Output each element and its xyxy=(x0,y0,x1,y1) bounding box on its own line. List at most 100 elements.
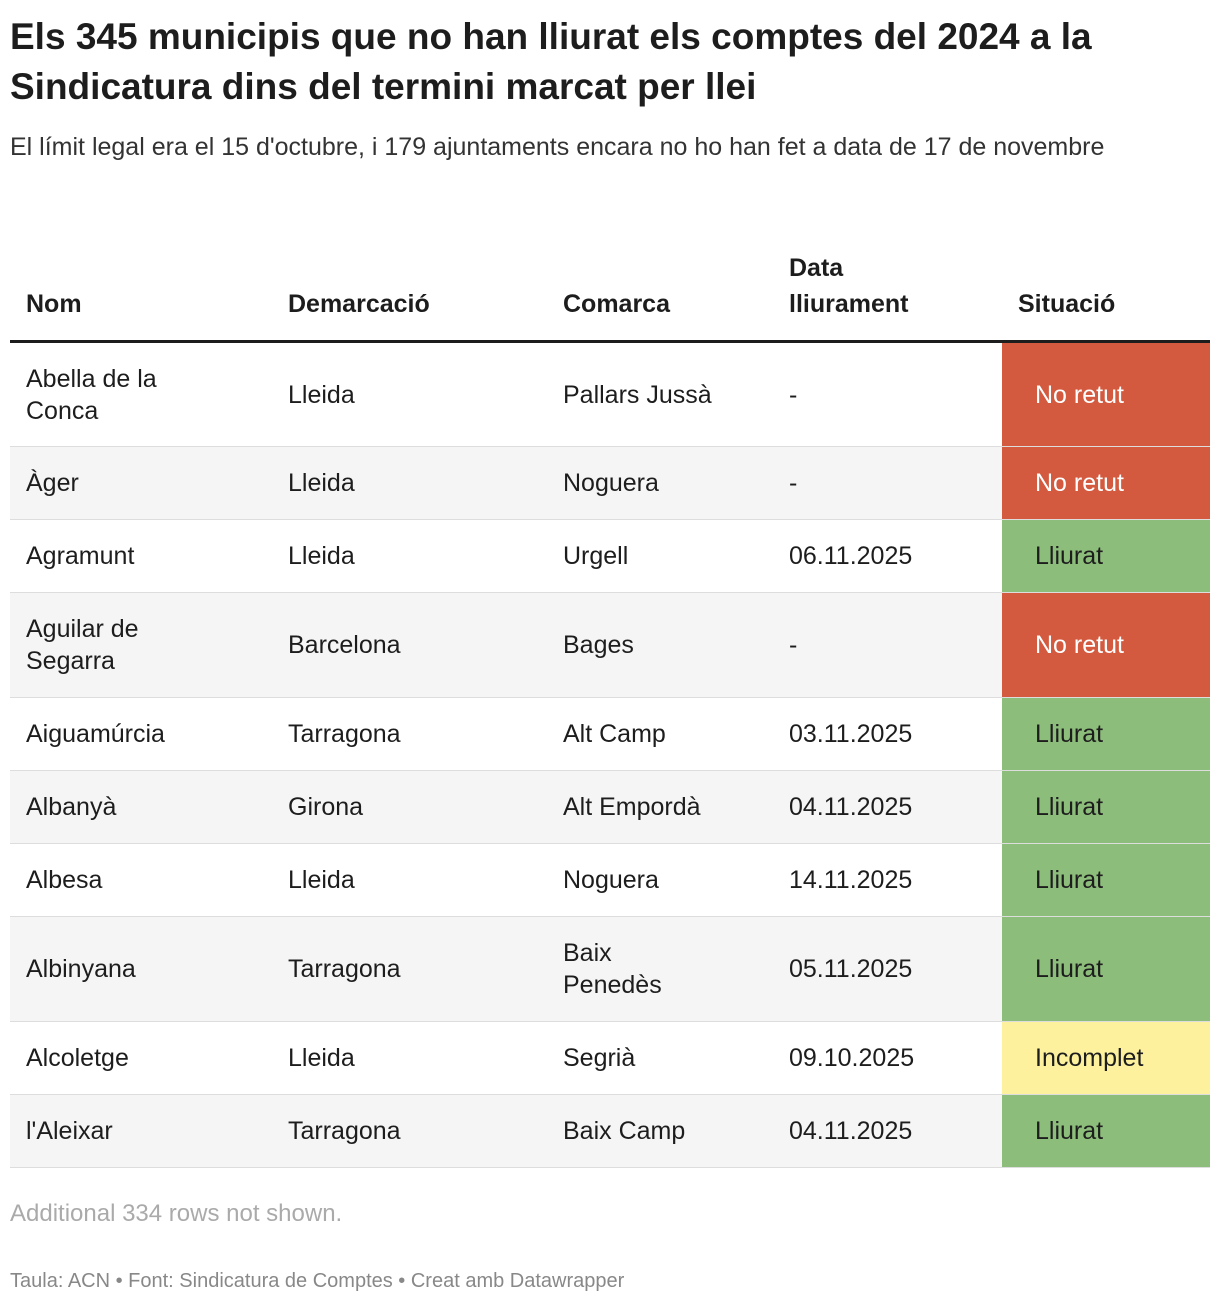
table-row: l'Aleixar Tarragona Baix Camp 04.11.2025 Lli… xyxy=(10,1094,1210,1168)
table-cell: Albesa xyxy=(10,843,272,917)
cell-text: Abella de la Conca xyxy=(26,364,157,425)
rows-note: Additional 334 rows not shown. xyxy=(10,1200,343,1227)
table-cell: 09.10.2025 xyxy=(773,1021,1002,1095)
table-cell: - xyxy=(773,446,1002,520)
table-cell: Alcoletge xyxy=(10,1021,272,1095)
cell-text: Albinyana xyxy=(26,955,136,983)
cell-text: Lliurat xyxy=(1035,955,1104,983)
cell-text: 14.11.2025 xyxy=(789,866,913,894)
cell-text: Lleida xyxy=(288,1044,355,1072)
title: Els 345 municipis que no han lliurat els… xyxy=(10,16,1092,107)
table-cell: Albanyà xyxy=(10,770,272,844)
cell-text: No retut xyxy=(1035,380,1124,409)
table-cell: Barcelona xyxy=(272,592,547,698)
cell-text: Lliurat xyxy=(1035,793,1104,821)
column-header: Comarca xyxy=(547,250,773,343)
cell-text: 06.11.2025 xyxy=(789,542,913,570)
table-cell: Albinyana xyxy=(10,916,272,1022)
table-cell: 04.11.2025 xyxy=(773,770,1002,844)
cell-text: l'Aleixar xyxy=(26,1117,113,1145)
table-row: Alcoletge Lleida Segrià 09.10.2025 Incomplet xyxy=(10,1021,1210,1095)
cell-text: - xyxy=(789,380,798,409)
cell-text: Segrià xyxy=(563,1044,636,1072)
table-cell: Lliurat xyxy=(1002,843,1210,917)
table-cell: Lliurat xyxy=(1002,519,1210,593)
cell-text: Pallars Jussà xyxy=(563,380,712,409)
cell-text: Tarragona xyxy=(288,1117,401,1145)
cell-text: 03.11.2025 xyxy=(789,720,913,748)
table-cell: l'Aleixar xyxy=(10,1094,272,1168)
cell-text: Lliurat xyxy=(1035,720,1104,748)
cell-text: Noguera xyxy=(563,866,659,894)
table-cell: Urgell xyxy=(547,519,773,593)
cell-text: Urgell xyxy=(563,542,629,570)
column-header: Situació xyxy=(1002,250,1210,343)
table-cell: - xyxy=(773,341,1002,447)
table-cell: Àger xyxy=(10,446,272,520)
cell-text: Albesa xyxy=(26,866,103,894)
cell-text: Lliurat xyxy=(1035,866,1104,894)
table-cell: 04.11.2025 xyxy=(773,1094,1002,1168)
cell-text: Baix Camp xyxy=(563,1117,686,1145)
cell-text: 05.11.2025 xyxy=(789,955,913,983)
cell-text: 09.10.2025 xyxy=(789,1044,915,1072)
cell-text: Barcelona xyxy=(288,631,401,659)
cell-text: Àger xyxy=(26,469,79,497)
table-cell: Lliurat xyxy=(1002,1094,1210,1168)
cell-text: Albanyà xyxy=(26,793,117,821)
table-row: Agramunt Lleida Urgell 06.11.2025 Lliurat xyxy=(10,519,1210,593)
table-cell: Lliurat xyxy=(1002,916,1210,1022)
cell-text: Alt Camp xyxy=(563,720,666,748)
table-cell: Noguera xyxy=(547,446,773,520)
cell-text: Noguera xyxy=(563,469,659,497)
header-row: Nom Demarcació Comarca Data lliurament Situa… xyxy=(10,250,1210,343)
table-cell: No retut xyxy=(1002,592,1210,698)
table-cell: Lleida xyxy=(272,341,547,447)
cell-text: Incomplet xyxy=(1035,1044,1144,1072)
table-cell: Lleida xyxy=(272,843,547,917)
cell-text: Lleida xyxy=(288,866,355,894)
cell-text: Tarragona xyxy=(288,720,401,748)
table-cell: - xyxy=(773,592,1002,698)
table-row: Albinyana Tarragona Baix Penedès 05.11.2025… xyxy=(10,916,1210,1022)
cell-text: - xyxy=(789,631,798,659)
table-cell: 06.11.2025 xyxy=(773,519,1002,593)
cell-text: Bages xyxy=(563,631,634,659)
table-cell: Girona xyxy=(272,770,547,844)
cell-text: 04.11.2025 xyxy=(789,793,913,821)
cell-text: Tarragona xyxy=(288,955,401,983)
cell-text: Alt Empordà xyxy=(563,793,701,821)
table-cell: Segrià xyxy=(547,1021,773,1095)
table-cell: 05.11.2025 xyxy=(773,916,1002,1022)
table: Nom Demarcació Comarca Data lliurament Situa… xyxy=(10,250,1210,1168)
table-cell: Baix Camp xyxy=(547,1094,773,1168)
table-cell: No retut xyxy=(1002,341,1210,447)
cell-text: Aguilar de Segarra xyxy=(26,615,139,675)
cell-text: Lleida xyxy=(288,469,355,497)
table-cell: Incomplet xyxy=(1002,1021,1210,1095)
cell-text: Lleida xyxy=(288,380,355,409)
table-row: Albanyà Girona Alt Empordà 04.11.2025 Lliura… xyxy=(10,770,1210,844)
table-cell: Aguilar de Segarra xyxy=(10,592,272,698)
table-cell: Alt Empordà xyxy=(547,770,773,844)
table-cell: Lleida xyxy=(272,446,547,520)
table-cell: 03.11.2025 xyxy=(773,697,1002,771)
cell-text: Lliurat xyxy=(1035,542,1104,570)
cell-text: Baix Penedès xyxy=(563,939,662,999)
table-cell: Lleida xyxy=(272,519,547,593)
cell-text: No retut xyxy=(1035,469,1124,497)
table-cell: Noguera xyxy=(547,843,773,917)
table-cell: Aiguamúrcia xyxy=(10,697,272,771)
table-cell: Tarragona xyxy=(272,1094,547,1168)
table-cell: Lleida xyxy=(272,1021,547,1095)
cell-text: Lleida xyxy=(288,542,355,570)
table-cell: Alt Camp xyxy=(547,697,773,771)
table-cell: No retut xyxy=(1002,446,1210,520)
table-row: Àger Lleida Noguera - No retut xyxy=(10,446,1210,520)
cell-text: Agramunt xyxy=(26,542,135,570)
cell-text: Lliurat xyxy=(1035,1117,1104,1145)
column-header: Data lliurament xyxy=(773,250,1002,343)
table-cell: Abella de la Conca xyxy=(10,341,272,447)
